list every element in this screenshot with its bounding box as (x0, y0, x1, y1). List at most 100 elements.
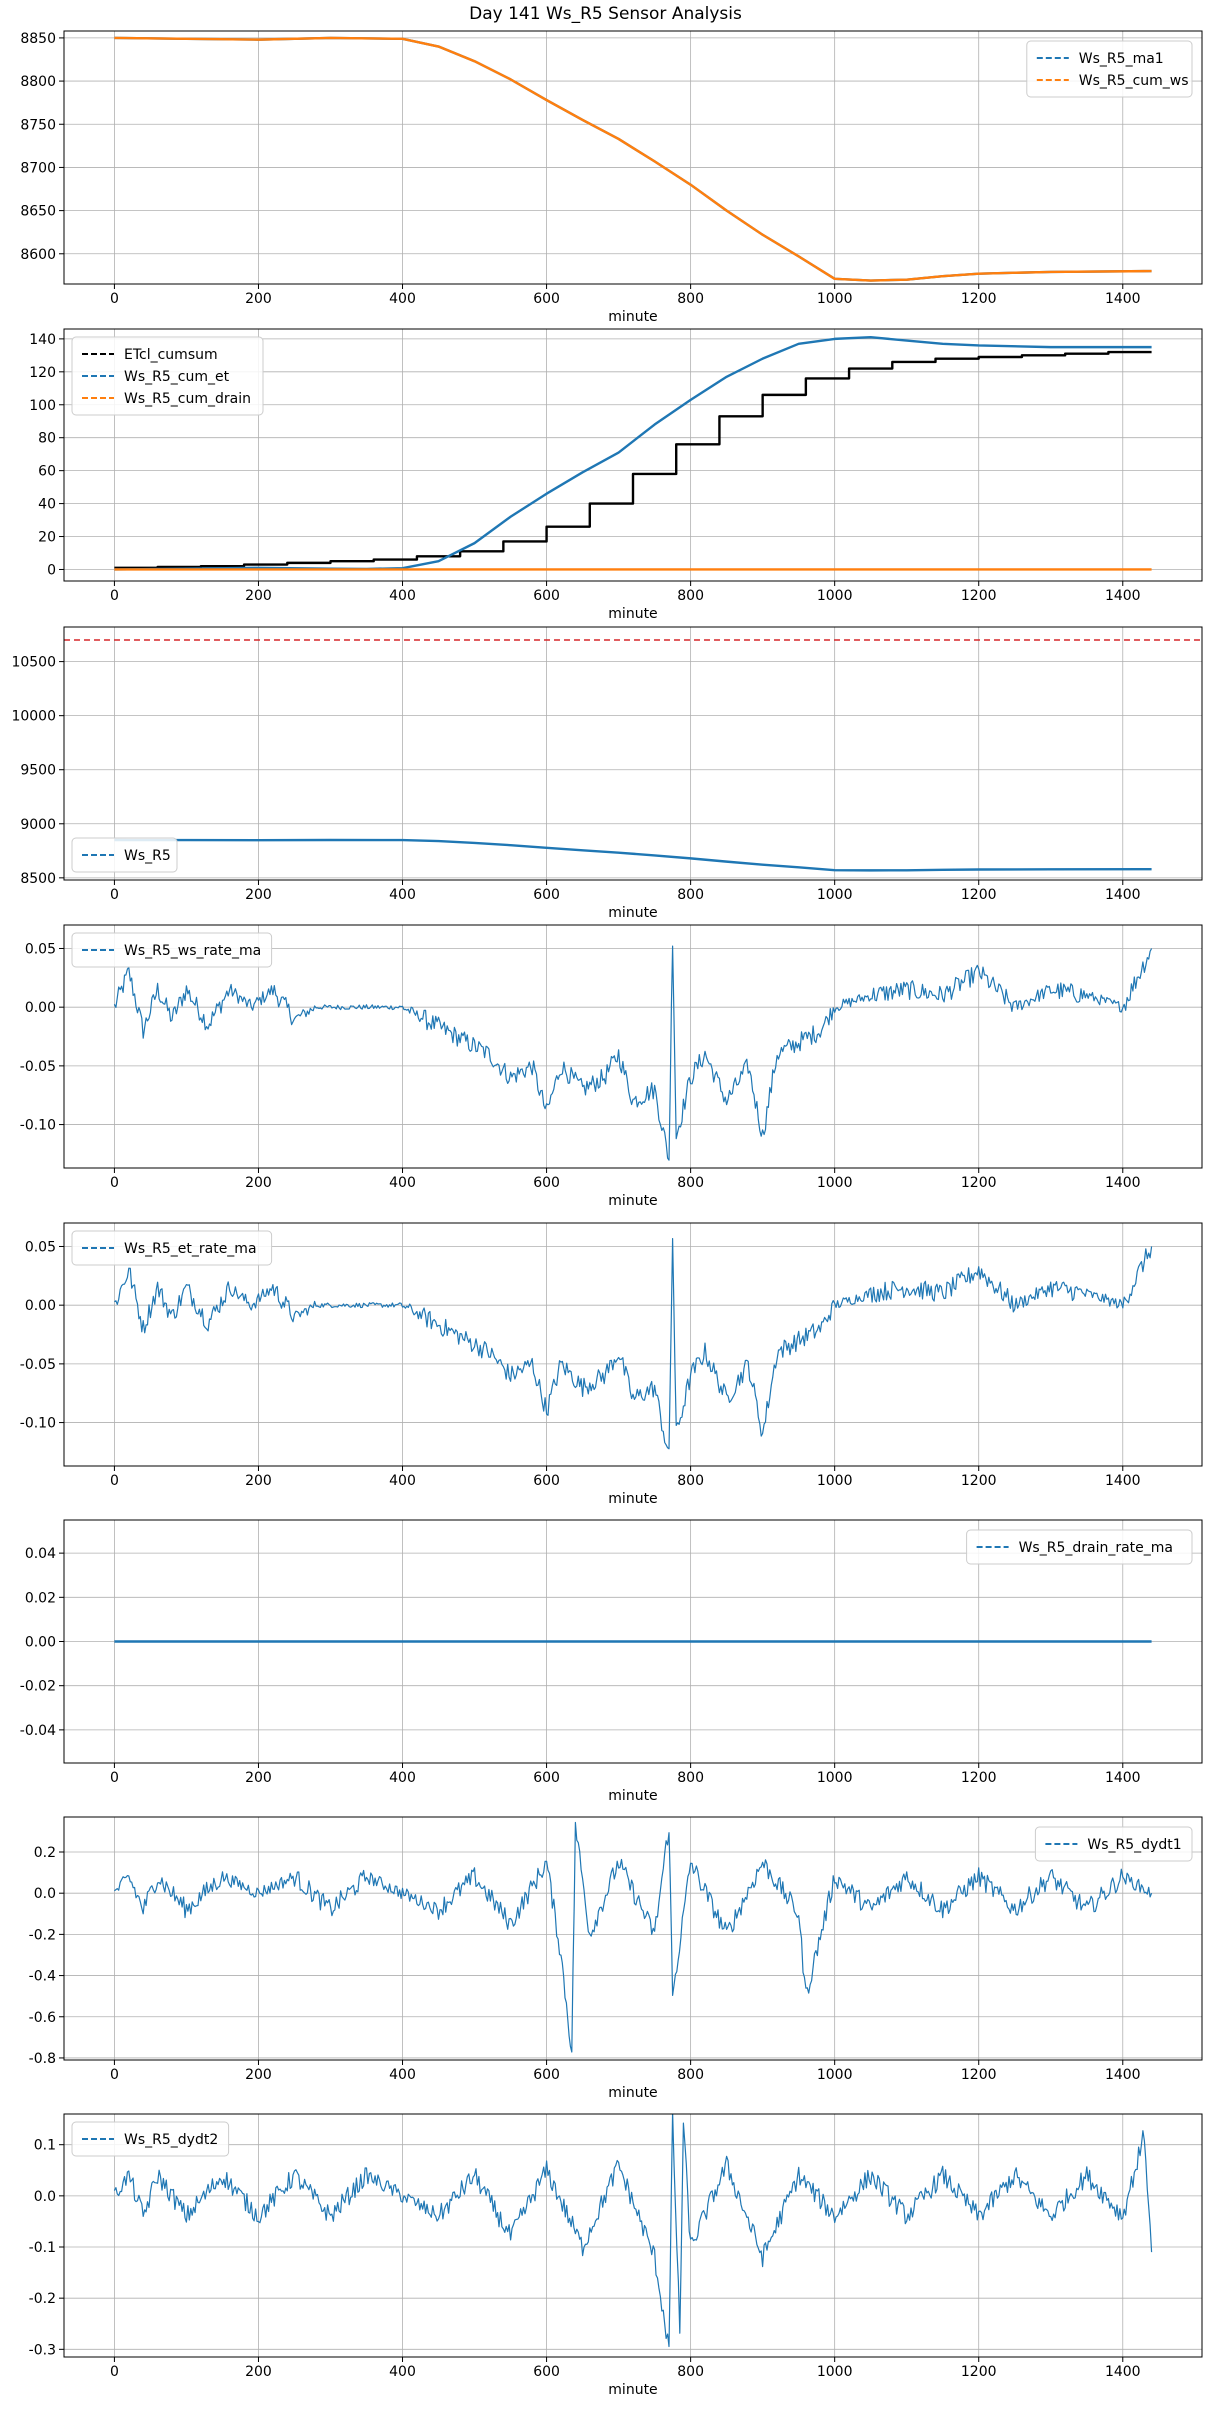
x-tick-label: 0 (110, 1770, 119, 1786)
x-tick-label: 600 (533, 291, 560, 307)
y-tick-label: 0.0 (34, 2189, 56, 2205)
x-tick-label: 200 (245, 291, 272, 307)
x-tick-label: 1000 (817, 291, 853, 307)
y-tick-label: -0.8 (29, 2051, 56, 2067)
x-tick-label: 400 (389, 588, 416, 604)
series-line-Ws_R5_ma1 (114, 36, 1152, 282)
x-tick-label: 400 (389, 887, 416, 903)
x-tick-label: 400 (389, 291, 416, 307)
y-tick-label: -0.10 (20, 1416, 56, 1432)
x-tick-label: 0 (110, 1175, 119, 1191)
x-tick-label: 800 (677, 2364, 704, 2380)
y-tick-label: 100 (29, 398, 56, 414)
legend: Ws_R5_ws_rate_ma (71, 932, 273, 968)
series-line-ETcl_cumsum (114, 350, 1152, 570)
x-tick-label: 800 (677, 588, 704, 604)
plot-area (64, 639, 1202, 872)
y-tick-label: -0.10 (20, 1118, 56, 1134)
x-tick-label: 200 (245, 2067, 272, 2083)
x-tick-label: 1000 (817, 1473, 853, 1489)
x-tick-label: 200 (245, 887, 272, 903)
legend: Ws_R5 (71, 837, 178, 873)
y-tick-label: 0.1 (34, 2138, 56, 2154)
subplot-4: 0 200 400 600 800 1000 1200 1400 -0.10 -0.05 0.00 0… (20, 924, 1203, 1209)
subplot-2: 0 200 400 600 800 1000 1200 1400 0 20 40 60 80 100 120… (29, 328, 1203, 622)
subplot-5: 0 200 400 600 800 1000 1200 1400 -0.10 -0.05 0.00 0… (20, 1222, 1203, 1507)
x-tick-label: 1400 (1105, 2067, 1141, 2083)
x-tick-label: 600 (533, 588, 560, 604)
x-axis-label: minute (608, 905, 657, 921)
legend-box (71, 336, 264, 416)
x-axis-label: minute (608, 1193, 657, 1209)
x-tick-label: 800 (677, 291, 704, 307)
axes-frame (63, 30, 1203, 285)
x-tick-label: 0 (110, 2067, 119, 2083)
y-tick-label: -0.05 (20, 1059, 56, 1075)
y-tick-label: 40 (38, 497, 56, 513)
x-tick-label: 400 (389, 2364, 416, 2380)
y-tick-label: 80 (38, 431, 56, 447)
x-tick-label: 0 (110, 887, 119, 903)
subplot-7: 0 200 400 600 800 1000 1200 1400 -0.8 -0.6 -0.4 -0.… (29, 1816, 1203, 2101)
y-tick-label: 0.0 (34, 1886, 56, 1902)
y-tick-label: 0.2 (34, 1845, 56, 1861)
x-tick-label: 0 (110, 2364, 119, 2380)
y-tick-label: 0 (47, 562, 56, 578)
axes-frame (63, 328, 1203, 582)
x-tick-label: 1400 (1105, 1770, 1141, 1786)
x-tick-label: 1400 (1105, 887, 1141, 903)
x-tick-label: 600 (533, 887, 560, 903)
legend-box (71, 1230, 273, 1266)
y-tick-label: 120 (29, 365, 56, 381)
legend-box (71, 932, 273, 968)
legend-entry: Ws_R5_cum_et (124, 369, 230, 385)
y-tick-label: 0.04 (25, 1546, 56, 1562)
x-tick-label: 200 (245, 1770, 272, 1786)
x-tick-label: 600 (533, 1175, 560, 1191)
legend-entry: Ws_R5_et_rate_ma (124, 1241, 257, 1257)
x-tick-label: 400 (389, 1175, 416, 1191)
legend-entry: Ws_R5_ws_rate_ma (124, 943, 261, 959)
x-tick-label: 800 (677, 1473, 704, 1489)
x-tick-label: 1000 (817, 2364, 853, 2380)
y-tick-label: -0.2 (29, 2291, 56, 2307)
figure-title: Day 141 Ws_R5 Sensor Analysis (469, 4, 742, 24)
y-tick-label: 8850 (20, 31, 56, 47)
x-tick-label: 1200 (961, 1473, 997, 1489)
y-tick-label: 0.05 (25, 941, 56, 957)
x-tick-label: 600 (533, 2364, 560, 2380)
series-line-Ws_R5_dydt1 (114, 1821, 1153, 2053)
subplot-6: 0 200 400 600 800 1000 1200 1400 -0.04 -0.02 0.00 0… (20, 1519, 1203, 1804)
legend-box (71, 2121, 230, 2157)
x-tick-label: 1000 (817, 1770, 853, 1786)
subplot-3: 0 200 400 600 800 1000 1200 1400 8500 9000 9500 100… (11, 626, 1203, 921)
x-tick-label: 1200 (961, 1175, 997, 1191)
y-tick-label: 0.00 (25, 1298, 56, 1314)
plot-area (114, 1821, 1153, 2053)
series-line-Ws_R5_et_rate_ma (114, 1238, 1153, 1450)
y-tick-label: 0.00 (25, 1000, 56, 1016)
legend-entry: Ws_R5_dydt2 (124, 2132, 218, 2148)
x-tick-label: 1400 (1105, 1473, 1141, 1489)
y-tick-label: 0.05 (25, 1239, 56, 1255)
x-tick-label: 200 (245, 588, 272, 604)
x-tick-label: 800 (677, 2067, 704, 2083)
legend-entry: Ws_R5_drain_rate_ma (1019, 1540, 1173, 1556)
x-tick-label: 1200 (961, 2364, 997, 2380)
x-tick-label: 200 (245, 1473, 272, 1489)
x-tick-label: 200 (245, 1175, 272, 1191)
y-tick-label: -0.2 (29, 1927, 56, 1943)
axes-frame (63, 2113, 1203, 2358)
legend-box (71, 837, 178, 873)
y-tick-label: 8750 (20, 117, 56, 133)
legend: ETcl_cumsum Ws_R5_cum_et Ws_R5_cum_drain (71, 336, 264, 416)
y-tick-label: 0.02 (25, 1590, 56, 1606)
x-tick-label: 1200 (961, 291, 997, 307)
x-tick-label: 1200 (961, 588, 997, 604)
y-tick-label: -0.04 (20, 1723, 56, 1739)
x-tick-label: 400 (389, 1473, 416, 1489)
legend-box (966, 1529, 1193, 1565)
x-tick-label: 1400 (1105, 1175, 1141, 1191)
y-tick-label: 8650 (20, 204, 56, 220)
